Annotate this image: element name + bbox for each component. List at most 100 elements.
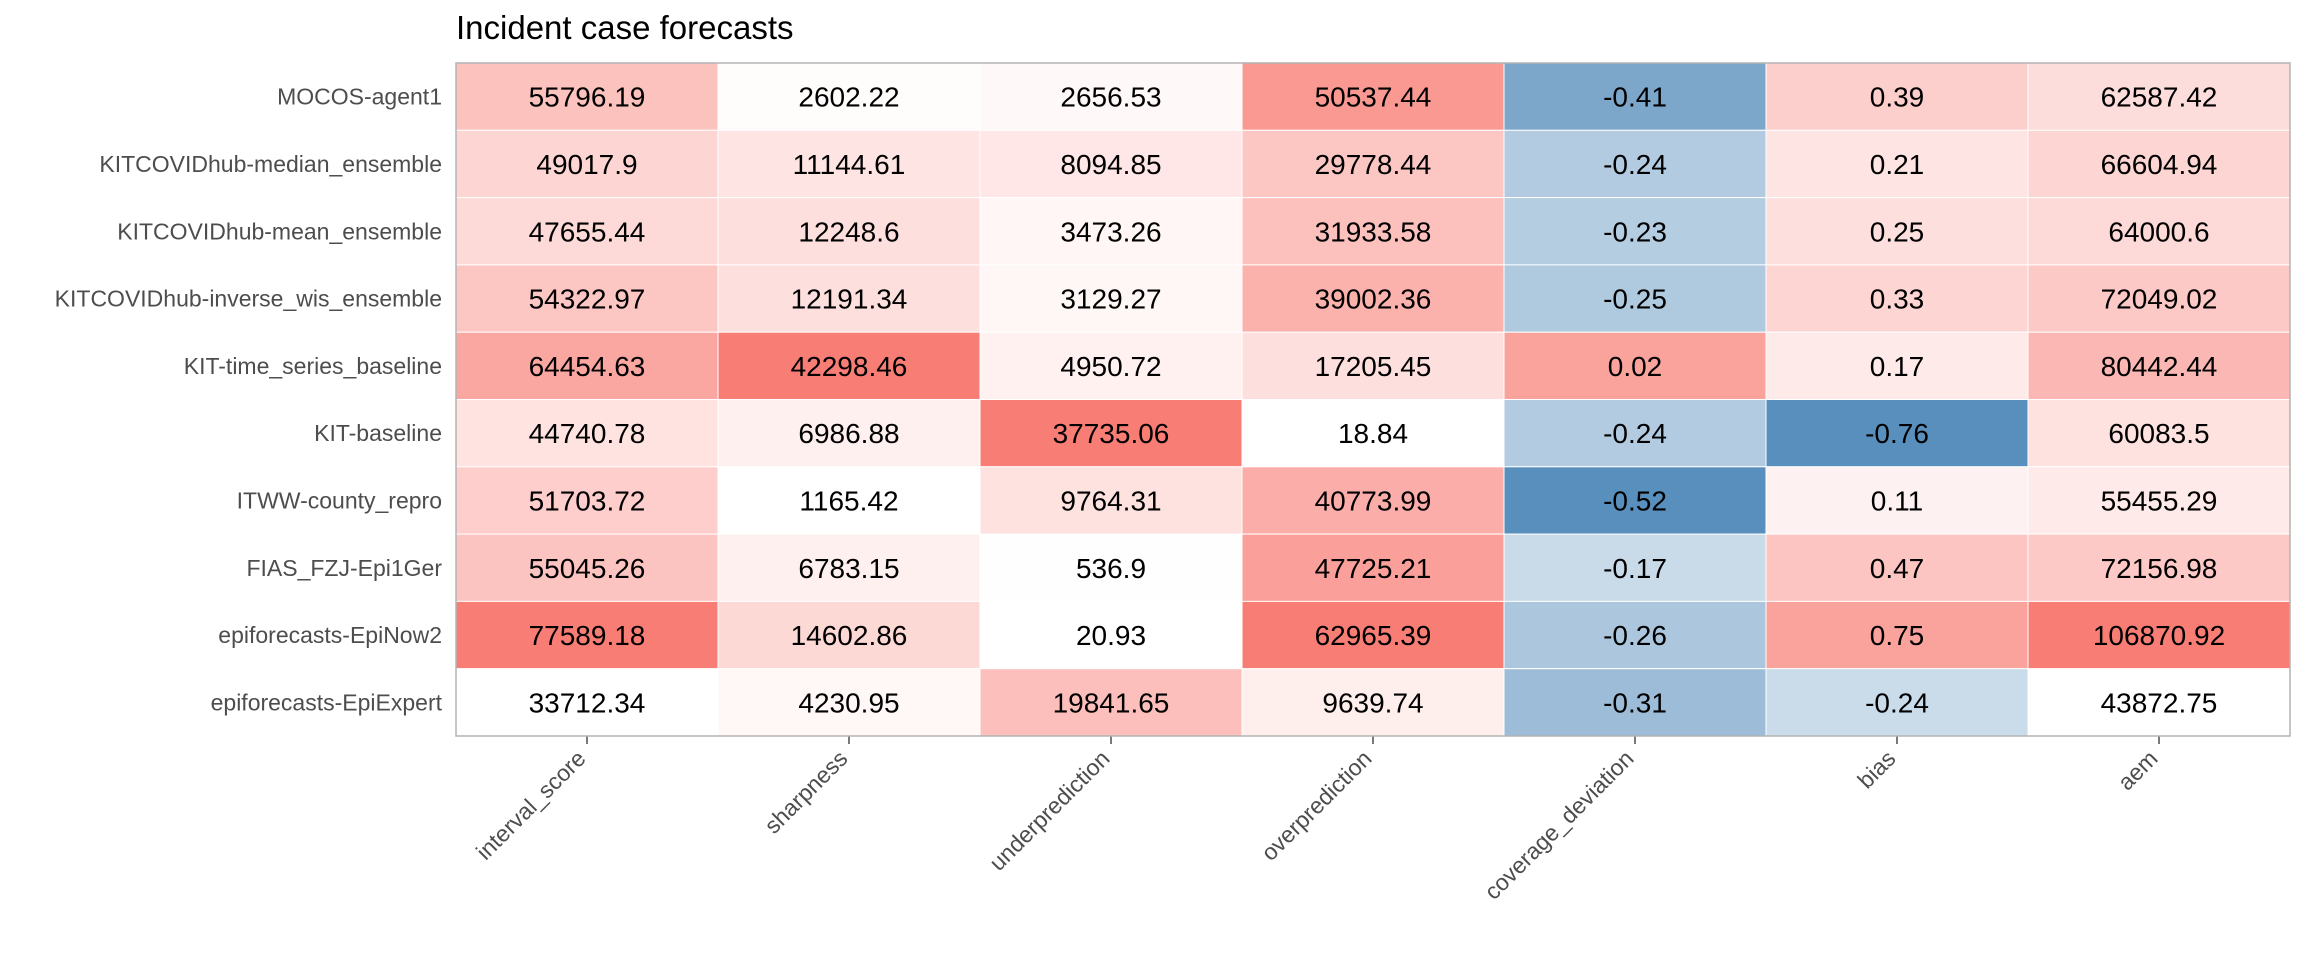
- heatmap-cell: [1503, 62, 1767, 131]
- cell-value-label: 11144.61: [793, 149, 906, 180]
- cell-value-label: 1165.42: [799, 485, 898, 516]
- cell-value-label: 18.84: [1338, 418, 1408, 449]
- heatmap-cell: [1765, 197, 2029, 266]
- heatmap-cell: [717, 264, 981, 333]
- cell-value-label: 4230.95: [798, 687, 899, 718]
- heatmap-cell: [455, 399, 719, 468]
- cell-value-label: -0.52: [1603, 485, 1667, 516]
- cell-value-label: 20.93: [1076, 620, 1146, 651]
- cell-value-label: 4950.72: [1060, 351, 1161, 382]
- heatmap-cell: [1241, 533, 1505, 602]
- heatmap-cell: [979, 197, 1243, 266]
- cell-value-label: 0.25: [1870, 216, 1925, 247]
- column-label: interval_score: [471, 745, 591, 865]
- cell-value-label: 72156.98: [2101, 553, 2218, 584]
- heatmap-cell: [1503, 533, 1767, 602]
- chart-title: Incident case forecasts: [456, 9, 794, 46]
- cell-value-label: -0.17: [1603, 553, 1667, 584]
- cell-value-label: 12248.6: [798, 216, 899, 247]
- heatmap-cell: [2027, 399, 2291, 468]
- heatmap-cell: [2027, 197, 2291, 266]
- column-label: aem: [2113, 745, 2163, 795]
- cell-value-label: 0.39: [1870, 82, 1925, 113]
- heatmap-cell: [979, 331, 1243, 401]
- heatmap-cell: [1765, 600, 2029, 670]
- row-labels: MOCOS-agent1 KITCOVIDhub-median_ensemble K…: [55, 84, 443, 716]
- cell-value-label: 2656.53: [1060, 82, 1161, 113]
- cell-value-label: 54322.97: [529, 284, 646, 315]
- cell-value-label: 8094.85: [1060, 149, 1161, 180]
- heatmap-cell: [979, 129, 1243, 199]
- heatmap-cell: [1241, 264, 1505, 333]
- cell-value-label: 80442.44: [2101, 351, 2218, 382]
- column-label: coverage_deviation: [1479, 745, 1638, 904]
- cell-value-label: 106870.92: [2093, 620, 2225, 651]
- cell-value-label: 33712.34: [529, 687, 646, 718]
- column-labels: interval_score sharpness underprediction ov…: [471, 736, 2163, 905]
- cell-value-label: 49017.9: [536, 149, 637, 180]
- cell-value-label: 0.33: [1870, 284, 1925, 315]
- heatmap-cell: [1503, 668, 1767, 737]
- heatmap-cell: [717, 399, 981, 468]
- column-label: sharpness: [759, 745, 852, 838]
- cell-value-label: 77589.18: [529, 620, 646, 651]
- cell-value-label: 55796.19: [529, 82, 646, 113]
- heatmap-cell: [1765, 62, 2029, 131]
- cell-value-label: 64000.6: [2108, 216, 2209, 247]
- heatmap-cell: [717, 533, 981, 602]
- row-label: KITCOVIDhub-mean_ensemble: [117, 218, 442, 244]
- cell-value-label: 55045.26: [529, 553, 646, 584]
- row-label: ITWW-county_repro: [237, 487, 442, 513]
- heatmap-cell: [1241, 668, 1505, 737]
- heatmap-cell: [455, 331, 719, 401]
- cell-value-label: 9639.74: [1322, 687, 1423, 718]
- heatmap-cell: [455, 264, 719, 333]
- cell-value-label: 12191.34: [791, 284, 908, 315]
- heatmap-cell: [1765, 533, 2029, 602]
- heatmap-cell: [979, 600, 1243, 670]
- heatmap-cell: [717, 62, 981, 131]
- cell-value-label: 62965.39: [1315, 620, 1432, 651]
- heatmap-cell: [1241, 62, 1505, 131]
- cell-value-label: 0.47: [1870, 553, 1925, 584]
- row-label: KITCOVIDhub-inverse_wis_ensemble: [55, 286, 442, 312]
- heatmap-cell: [2027, 466, 2291, 535]
- cell-value-label: 39002.36: [1315, 284, 1432, 315]
- column-label: overprediction: [1256, 745, 1377, 866]
- cell-value-label: -0.23: [1603, 216, 1667, 247]
- cell-value-label: 9764.31: [1060, 485, 1161, 516]
- cell-value-label: 14602.86: [791, 620, 908, 651]
- cell-value-label: 51703.72: [529, 485, 646, 516]
- cell-value-label: 3129.27: [1060, 284, 1161, 315]
- row-label: MOCOS-agent1: [277, 84, 442, 110]
- cell-value-label: 37735.06: [1053, 418, 1170, 449]
- row-label: KIT-time_series_baseline: [184, 353, 442, 379]
- heatmap-cell: [1503, 129, 1767, 199]
- cell-value-label: 29778.44: [1315, 149, 1432, 180]
- cell-value-label: 62587.42: [2101, 82, 2218, 113]
- heatmap-cell: [2027, 668, 2291, 737]
- heatmap-cell: [2027, 264, 2291, 333]
- heatmap-cell: [1241, 399, 1505, 468]
- cell-value-label: 43872.75: [2101, 687, 2218, 718]
- row-label: epiforecasts-EpiExpert: [211, 689, 443, 715]
- heatmap-cell: [1765, 264, 2029, 333]
- row-label: KITCOVIDhub-median_ensemble: [99, 151, 442, 177]
- heatmap-cell: [2027, 129, 2291, 199]
- heatmap-cells: [455, 62, 2291, 737]
- cell-value-label: -0.24: [1865, 687, 1929, 718]
- heatmap-cell: [1503, 600, 1767, 670]
- cell-value-label: 55455.29: [2101, 485, 2218, 516]
- cell-value-label: 60083.5: [2108, 418, 2209, 449]
- heatmap-cell: [455, 197, 719, 266]
- cell-value-label: 0.02: [1608, 351, 1663, 382]
- cell-value-label: 40773.99: [1315, 485, 1432, 516]
- cell-value-label: 0.75: [1870, 620, 1925, 651]
- cell-value-label: -0.41: [1603, 82, 1667, 113]
- cell-value-label: -0.26: [1603, 620, 1667, 651]
- cell-value-label: -0.24: [1603, 418, 1667, 449]
- cell-value-label: 66604.94: [2101, 149, 2218, 180]
- row-label: FIAS_FZJ-Epi1Ger: [246, 555, 442, 581]
- cell-value-label: 47725.21: [1315, 553, 1432, 584]
- cell-value-label: 536.9: [1076, 553, 1146, 584]
